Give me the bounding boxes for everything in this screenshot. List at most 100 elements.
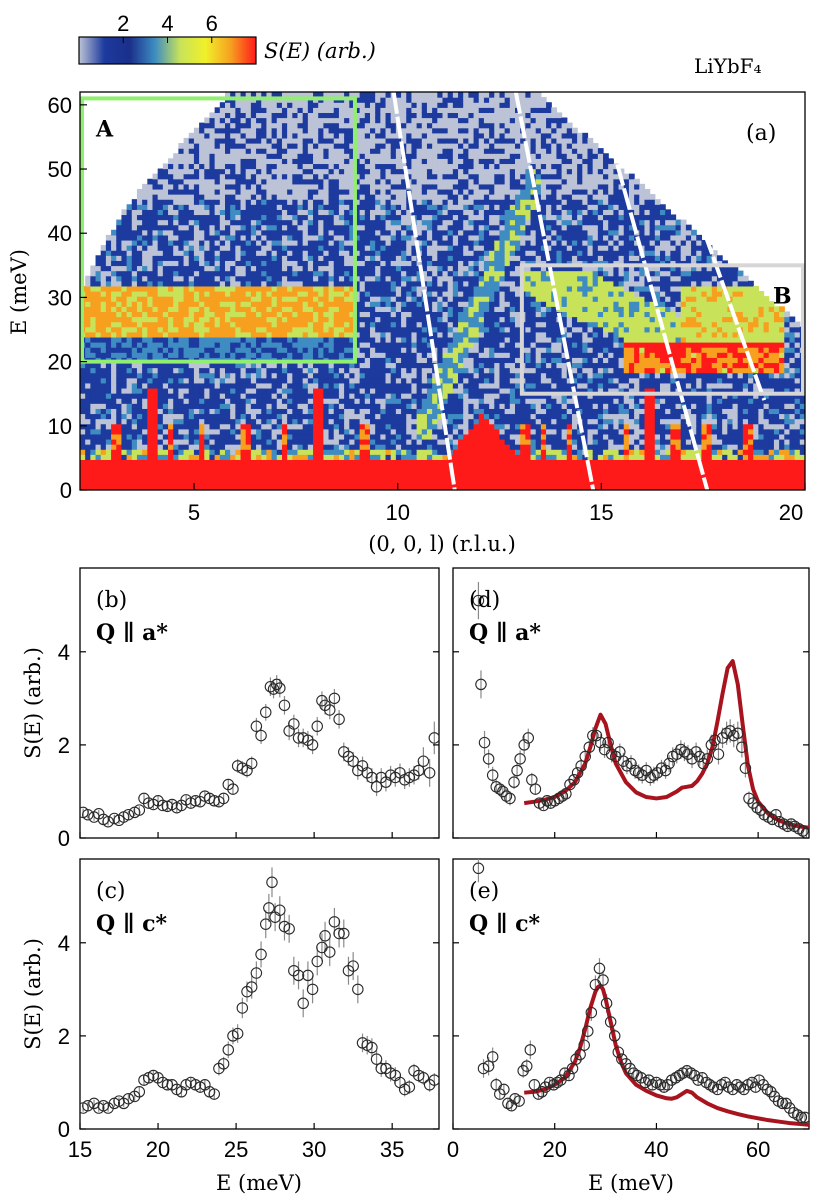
heatmap-cell (437, 377, 444, 384)
heatmap-cell (370, 459, 376, 466)
heatmap-cell (411, 188, 418, 195)
heatmap-cell (147, 408, 154, 415)
heatmap-cell (344, 474, 350, 481)
heatmap-cell (370, 423, 376, 430)
heatmap-cell (354, 464, 361, 471)
heatmap-cell (250, 158, 257, 165)
heatmap-cell (370, 239, 376, 246)
heatmap-cell (142, 398, 148, 404)
heatmap-cell (401, 413, 407, 420)
heatmap-cell (349, 265, 356, 272)
heatmap-cell (193, 301, 200, 307)
heatmap-cell (266, 285, 273, 292)
heatmap-cell (173, 296, 179, 302)
heatmap-cell (188, 342, 195, 348)
heatmap-cell (406, 311, 413, 318)
heatmap-cell (333, 275, 340, 282)
heatmap-cell (204, 199, 211, 205)
heatmap-cell (183, 352, 190, 358)
heatmap-cell (302, 265, 309, 272)
heatmap-cell (406, 372, 413, 379)
heatmap-cell (375, 433, 381, 440)
heatmap-cell (359, 280, 366, 287)
heatmap-cell (193, 469, 200, 476)
heatmap-cell (437, 260, 444, 267)
heatmap-cell (193, 454, 200, 460)
heatmap-cell (370, 464, 376, 471)
heatmap-cell (370, 393, 376, 399)
heatmap-cell (375, 331, 381, 338)
heatmap-cell (401, 117, 407, 124)
heatmap-cell (147, 280, 154, 287)
heatmap-cell (416, 168, 423, 175)
heatmap-cell (131, 291, 138, 297)
heatmap-cell (131, 438, 138, 445)
heatmap-cell (209, 469, 216, 476)
heatmap-cell (411, 352, 418, 358)
heatmap-cell (426, 178, 433, 185)
heatmap-cell (416, 311, 423, 318)
heatmap-cell (105, 285, 112, 292)
heatmap-cell (411, 92, 418, 98)
heatmap-cell (287, 219, 293, 226)
heatmap-cell (245, 194, 252, 200)
heatmap-cell (406, 428, 413, 435)
heatmap-cell (219, 474, 226, 481)
heatmap-cell (385, 387, 392, 394)
heatmap-cell (426, 158, 433, 165)
heatmap-cell (173, 188, 179, 195)
heatmap-cell (281, 132, 288, 139)
heatmap-cell (121, 219, 128, 226)
heatmap-cell (116, 285, 123, 292)
heatmap-cell (385, 316, 392, 323)
heatmap-cell (188, 433, 195, 440)
heatmap-cell (338, 464, 345, 471)
heatmap-cell (204, 459, 211, 466)
heatmap-cell (219, 137, 226, 144)
heatmap-cell (240, 224, 247, 231)
heatmap-cell (168, 194, 174, 200)
heatmap-cell (323, 219, 330, 226)
heatmap-cell (261, 143, 268, 149)
heatmap-cell (395, 398, 402, 404)
heatmap-cell (214, 347, 221, 353)
heatmap-cell (235, 347, 242, 353)
heatmap-cell (245, 178, 252, 185)
heatmap-cell (349, 311, 356, 318)
heatmap-cell (136, 306, 143, 313)
heatmap-cell (230, 132, 236, 139)
heatmap-cell (100, 469, 107, 476)
heatmap-cell (297, 163, 304, 170)
heatmap-cell (395, 285, 402, 292)
heatmap-cell (152, 454, 159, 460)
heatmap-cell (121, 398, 128, 404)
heatmap-cell (344, 260, 350, 267)
heatmap-cell (421, 484, 428, 490)
heatmap-cell (136, 438, 143, 445)
heatmap-cell (406, 418, 413, 425)
heatmap-cell (338, 148, 345, 154)
heatmap-cell (385, 239, 392, 246)
heatmap-cell (188, 393, 195, 399)
heatmap-cell (199, 336, 205, 343)
heatmap-cell (375, 270, 381, 277)
heatmap-cell (349, 219, 356, 226)
heatmap-cell (266, 321, 273, 328)
heatmap-cell (297, 173, 304, 180)
heatmap-cell (323, 102, 330, 108)
heatmap-cell (380, 265, 387, 272)
heatmap-cell (90, 342, 97, 348)
heatmap-cell (323, 265, 330, 272)
heatmap-cell (245, 408, 252, 415)
heatmap-cell (416, 403, 423, 409)
heatmap-cell (287, 331, 293, 338)
heatmap-cell (276, 438, 283, 445)
heatmap-cell (375, 199, 381, 205)
heatmap-cell (344, 403, 350, 409)
heatmap-cell (287, 321, 293, 328)
heatmap-cell (126, 393, 133, 399)
heatmap-cell (349, 199, 356, 205)
heatmap-cell (240, 122, 247, 129)
heatmap-cell (313, 393, 319, 399)
heatmap-cell (235, 403, 242, 409)
